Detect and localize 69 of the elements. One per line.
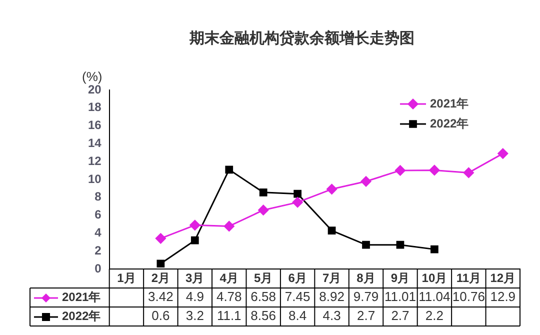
point — [394, 165, 406, 176]
data-label: 12.9 — [490, 289, 516, 304]
y-tick-label: 4 — [94, 226, 102, 240]
x-tick-label: 6月 — [288, 270, 307, 285]
data-label: 2.7 — [391, 308, 410, 324]
point — [294, 190, 302, 198]
y-tick-label: 20 — [88, 82, 102, 96]
x-tick-label: 7月 — [322, 270, 342, 285]
text: 2022年 — [62, 308, 101, 323]
x-tick-label: 1月 — [117, 270, 136, 285]
data-label: 2.7 — [356, 308, 376, 324]
y-tick-label: 6 — [94, 208, 102, 222]
point — [259, 188, 268, 196]
data-label: 8.4 — [288, 308, 307, 324]
x-tick-label: 11月 — [456, 270, 482, 285]
point — [224, 220, 234, 232]
x-tick-label: 5月 — [254, 270, 273, 285]
data-label: 6.58 — [250, 289, 276, 304]
point — [328, 226, 336, 234]
y-tick-label: 18 — [88, 100, 102, 114]
x-tick-label: 3月 — [186, 270, 204, 285]
point — [362, 240, 370, 249]
data-label: 10.76 — [452, 289, 485, 304]
data-label: 4.3 — [322, 308, 341, 324]
point — [360, 176, 372, 187]
data-label: 3.42 — [148, 289, 174, 304]
data-label: 11.1 — [216, 308, 242, 324]
point — [326, 184, 338, 194]
point — [463, 167, 474, 178]
point — [156, 260, 165, 268]
point — [430, 245, 438, 254]
data-label: 0.6 — [152, 308, 170, 324]
data-label: 2.2 — [425, 308, 444, 324]
x-tick-label: 10月 — [422, 270, 448, 285]
data-label: 7.45 — [284, 289, 310, 304]
y-tick-label: 16 — [88, 118, 102, 132]
point — [155, 233, 166, 244]
data-label: 8.56 — [250, 308, 276, 324]
y-tick-label: 12 — [88, 154, 102, 168]
data-label: 9.79 — [353, 289, 379, 304]
data-label: 4.9 — [186, 289, 204, 304]
point — [498, 148, 508, 159]
point — [225, 166, 234, 174]
data-label: 4.78 — [216, 289, 242, 304]
data-label: 8.92 — [319, 289, 344, 304]
legend-label: 2022年 — [430, 116, 469, 130]
data-label: 11.04 — [418, 289, 450, 304]
chart-title: 期末金融机构贷款余额增长走势图 — [188, 29, 414, 48]
point — [258, 204, 269, 216]
point — [190, 220, 200, 230]
data-label: 3.2 — [186, 308, 204, 324]
y-axis-title: (%) — [82, 69, 102, 84]
x-tick-label: 2月 — [151, 270, 170, 285]
text: 2021年 — [62, 290, 101, 304]
y-tick-label: 8 — [94, 190, 102, 204]
x-tick-label: 8月 — [356, 270, 376, 285]
point — [190, 236, 199, 244]
point — [429, 164, 440, 176]
y-tick-label: 0 — [94, 261, 102, 276]
data-label: 11.01 — [384, 289, 416, 304]
x-tick-label: 9月 — [390, 270, 410, 285]
x-tick-label: 4月 — [220, 270, 238, 285]
point — [396, 240, 404, 249]
legend-label: 2021年 — [430, 96, 469, 110]
point — [292, 197, 303, 208]
y-tick-label: 14 — [88, 136, 102, 150]
y-tick-label: 10 — [88, 172, 102, 186]
y-tick-label: 2 — [94, 243, 102, 258]
x-tick-label: 12月 — [490, 270, 516, 285]
